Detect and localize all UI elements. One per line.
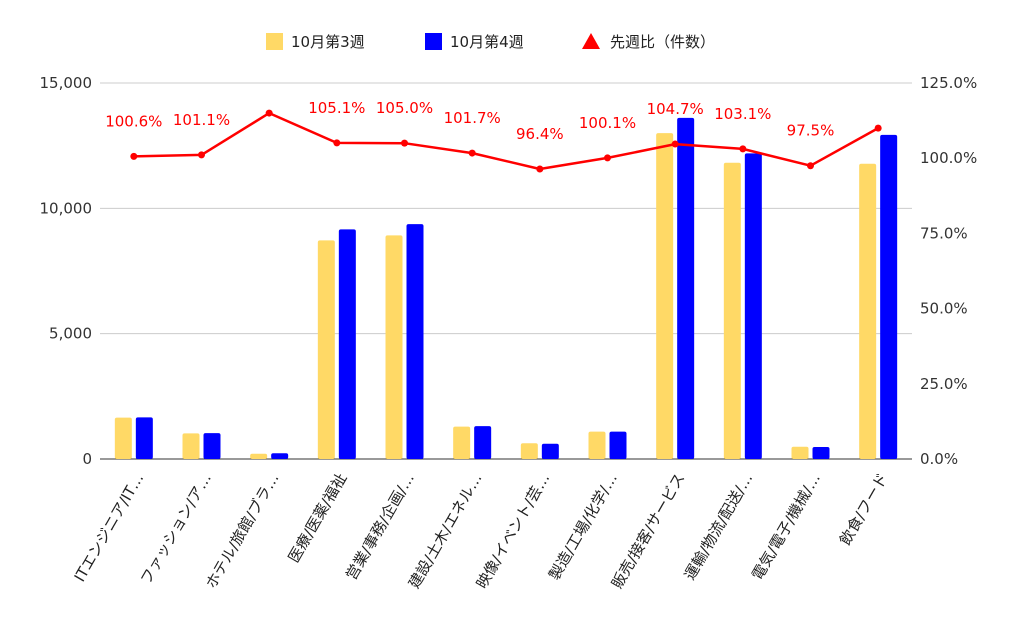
right-tick-label: 0.0% [920,450,958,468]
gridlines [100,82,912,460]
bar-week3 [182,433,200,459]
ratio-point [671,140,679,148]
ratio-point [536,165,544,173]
left-tick-label: 5,000 [49,325,92,343]
bar-week4 [609,431,627,459]
left-axis: 0 5,000 10,000 15,000 [40,74,93,468]
legend-swatch-week3 [266,33,283,50]
legend-label-ratio: 先週比（件数） [610,33,715,51]
category-axis: ITエンジニア/IT…ファッション/ア…ホテル/旅館/ブラ… 医療/医薬/福祉営業… [71,470,892,592]
bar-week4 [338,229,356,459]
ratio-data-label: 105.0% [376,99,433,117]
ratio-point [401,139,408,147]
category-label: 電気/電子/機械/… [748,470,824,583]
ratio-point [265,109,273,117]
legend-label-week3: 10月第3週 [291,33,365,51]
bar-week4 [677,117,695,460]
legend-label-week4: 10月第4週 [450,33,524,51]
bar-week4 [271,453,289,459]
category-label: 映像/イベント/芸… [473,470,554,592]
ratio-point [739,145,747,153]
bar-week4 [880,134,898,459]
right-tick-label: 75.0% [920,224,968,242]
ratio-point [130,152,138,160]
left-tick-label: 15,000 [40,74,93,92]
bar-week4 [744,153,762,460]
category-label: ホテル/旅館/ブラ… [202,470,283,592]
bar-week3 [723,162,741,459]
category-label: 建設/土木/エネル… [405,470,486,592]
legend: 10月第3週 10月第4週 先週比（件数） [266,33,715,51]
right-tick-label: 50.0% [920,300,968,318]
legend-triangle-icon [582,33,600,49]
bar-week3 [317,240,335,459]
ratio-data-label: 96.4% [516,125,564,143]
ratio-point [468,149,476,157]
ratio-line: 100.6% 101.1% 105.1% 105.0% 101.7% 96.4% 100.1… [105,99,882,173]
category-label: 運輸/物流/配送/… [681,470,757,583]
ratio-point [807,162,814,170]
bar-week4 [135,417,153,459]
category-label: 製造/工場/化学/… [545,470,621,583]
right-axis: 0.0% 25.0% 50.0% 75.0% 100.0% 125.0% [920,74,977,468]
bars [114,117,898,460]
bar-week3 [520,443,538,459]
category-label: 販売/接客/サービス [608,470,689,592]
bar-week3 [114,417,132,459]
category-label: 営業/事務/企画/… [342,470,418,583]
ratio-point [198,151,205,159]
bar-week3 [250,453,268,459]
left-tick-label: 10,000 [40,199,93,217]
bar-week4 [812,446,830,459]
bar-week3 [453,426,471,459]
right-tick-label: 125.0% [920,74,977,92]
ratio-data-label: 100.1% [579,114,636,132]
bar-week3 [791,446,809,459]
bar-week3 [385,235,403,459]
right-tick-label: 100.0% [920,149,977,167]
bar-week4 [541,443,559,459]
bar-week4 [203,433,221,459]
bar-week3 [656,133,674,459]
ratio-polyline [133,111,879,171]
right-tick-label: 25.0% [920,375,968,393]
ratio-point [604,154,611,162]
bar-week3 [588,431,606,459]
category-label: ファッション/ア… [137,470,215,587]
category-label: 医療/医薬/福祉 [285,470,351,566]
ratio-data-label: 105.1% [308,99,365,117]
ratio-data-label: 104.7% [647,100,704,118]
ratio-point [333,139,341,147]
ratio-data-label: 101.7% [444,109,501,127]
ratio-data-label: 103.1% [714,105,771,123]
legend-swatch-week4 [425,33,442,50]
bar-week4 [406,224,424,459]
bar-week4 [474,426,492,459]
ratio-data-label: 97.5% [787,122,835,140]
category-label: 飲食/フード [836,470,892,548]
ratio-data-label: 101.1% [173,111,230,129]
bar-week3 [859,163,877,459]
category-label: ITエンジニア/IT… [71,470,148,585]
ratio-point [874,124,882,132]
ratio-data-label: 100.6% [105,112,162,130]
left-tick-label: 0 [82,450,92,468]
